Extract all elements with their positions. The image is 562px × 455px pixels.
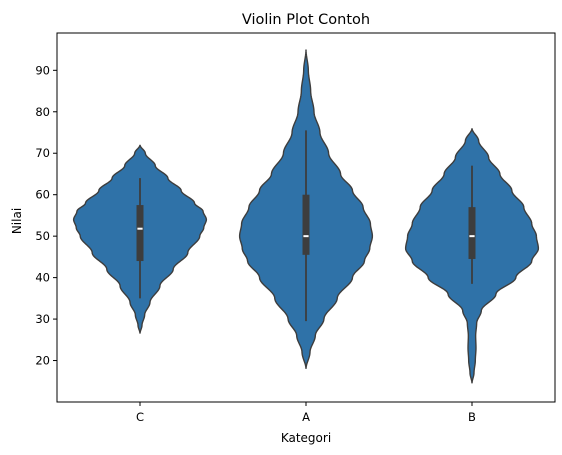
plot-area xyxy=(72,49,540,384)
iqr-box-b xyxy=(468,207,476,259)
x-tick-label-b: B xyxy=(468,410,476,424)
x-tick-label-a: A xyxy=(302,410,310,424)
y-tick-label-70: 70 xyxy=(35,146,50,160)
x-axis-label: Kategori xyxy=(281,431,331,445)
x-tick-label-c: C xyxy=(136,410,144,424)
y-tick-label-90: 90 xyxy=(35,63,50,77)
y-axis-label: Nilai xyxy=(10,208,24,234)
y-tick-label-50: 50 xyxy=(35,229,50,243)
y-tick-label-20: 20 xyxy=(35,354,50,368)
axes: 20 30 40 50 60 70 80 90 C A B xyxy=(35,32,556,424)
iqr-box-a xyxy=(302,194,310,255)
chart-title: Violin Plot Contoh xyxy=(242,12,370,28)
y-tick-label-40: 40 xyxy=(35,271,50,285)
y-tick-label-30: 30 xyxy=(35,312,50,326)
y-tick-label-80: 80 xyxy=(35,105,50,119)
y-tick-label-60: 60 xyxy=(35,188,50,202)
iqr-box-c xyxy=(136,205,144,262)
